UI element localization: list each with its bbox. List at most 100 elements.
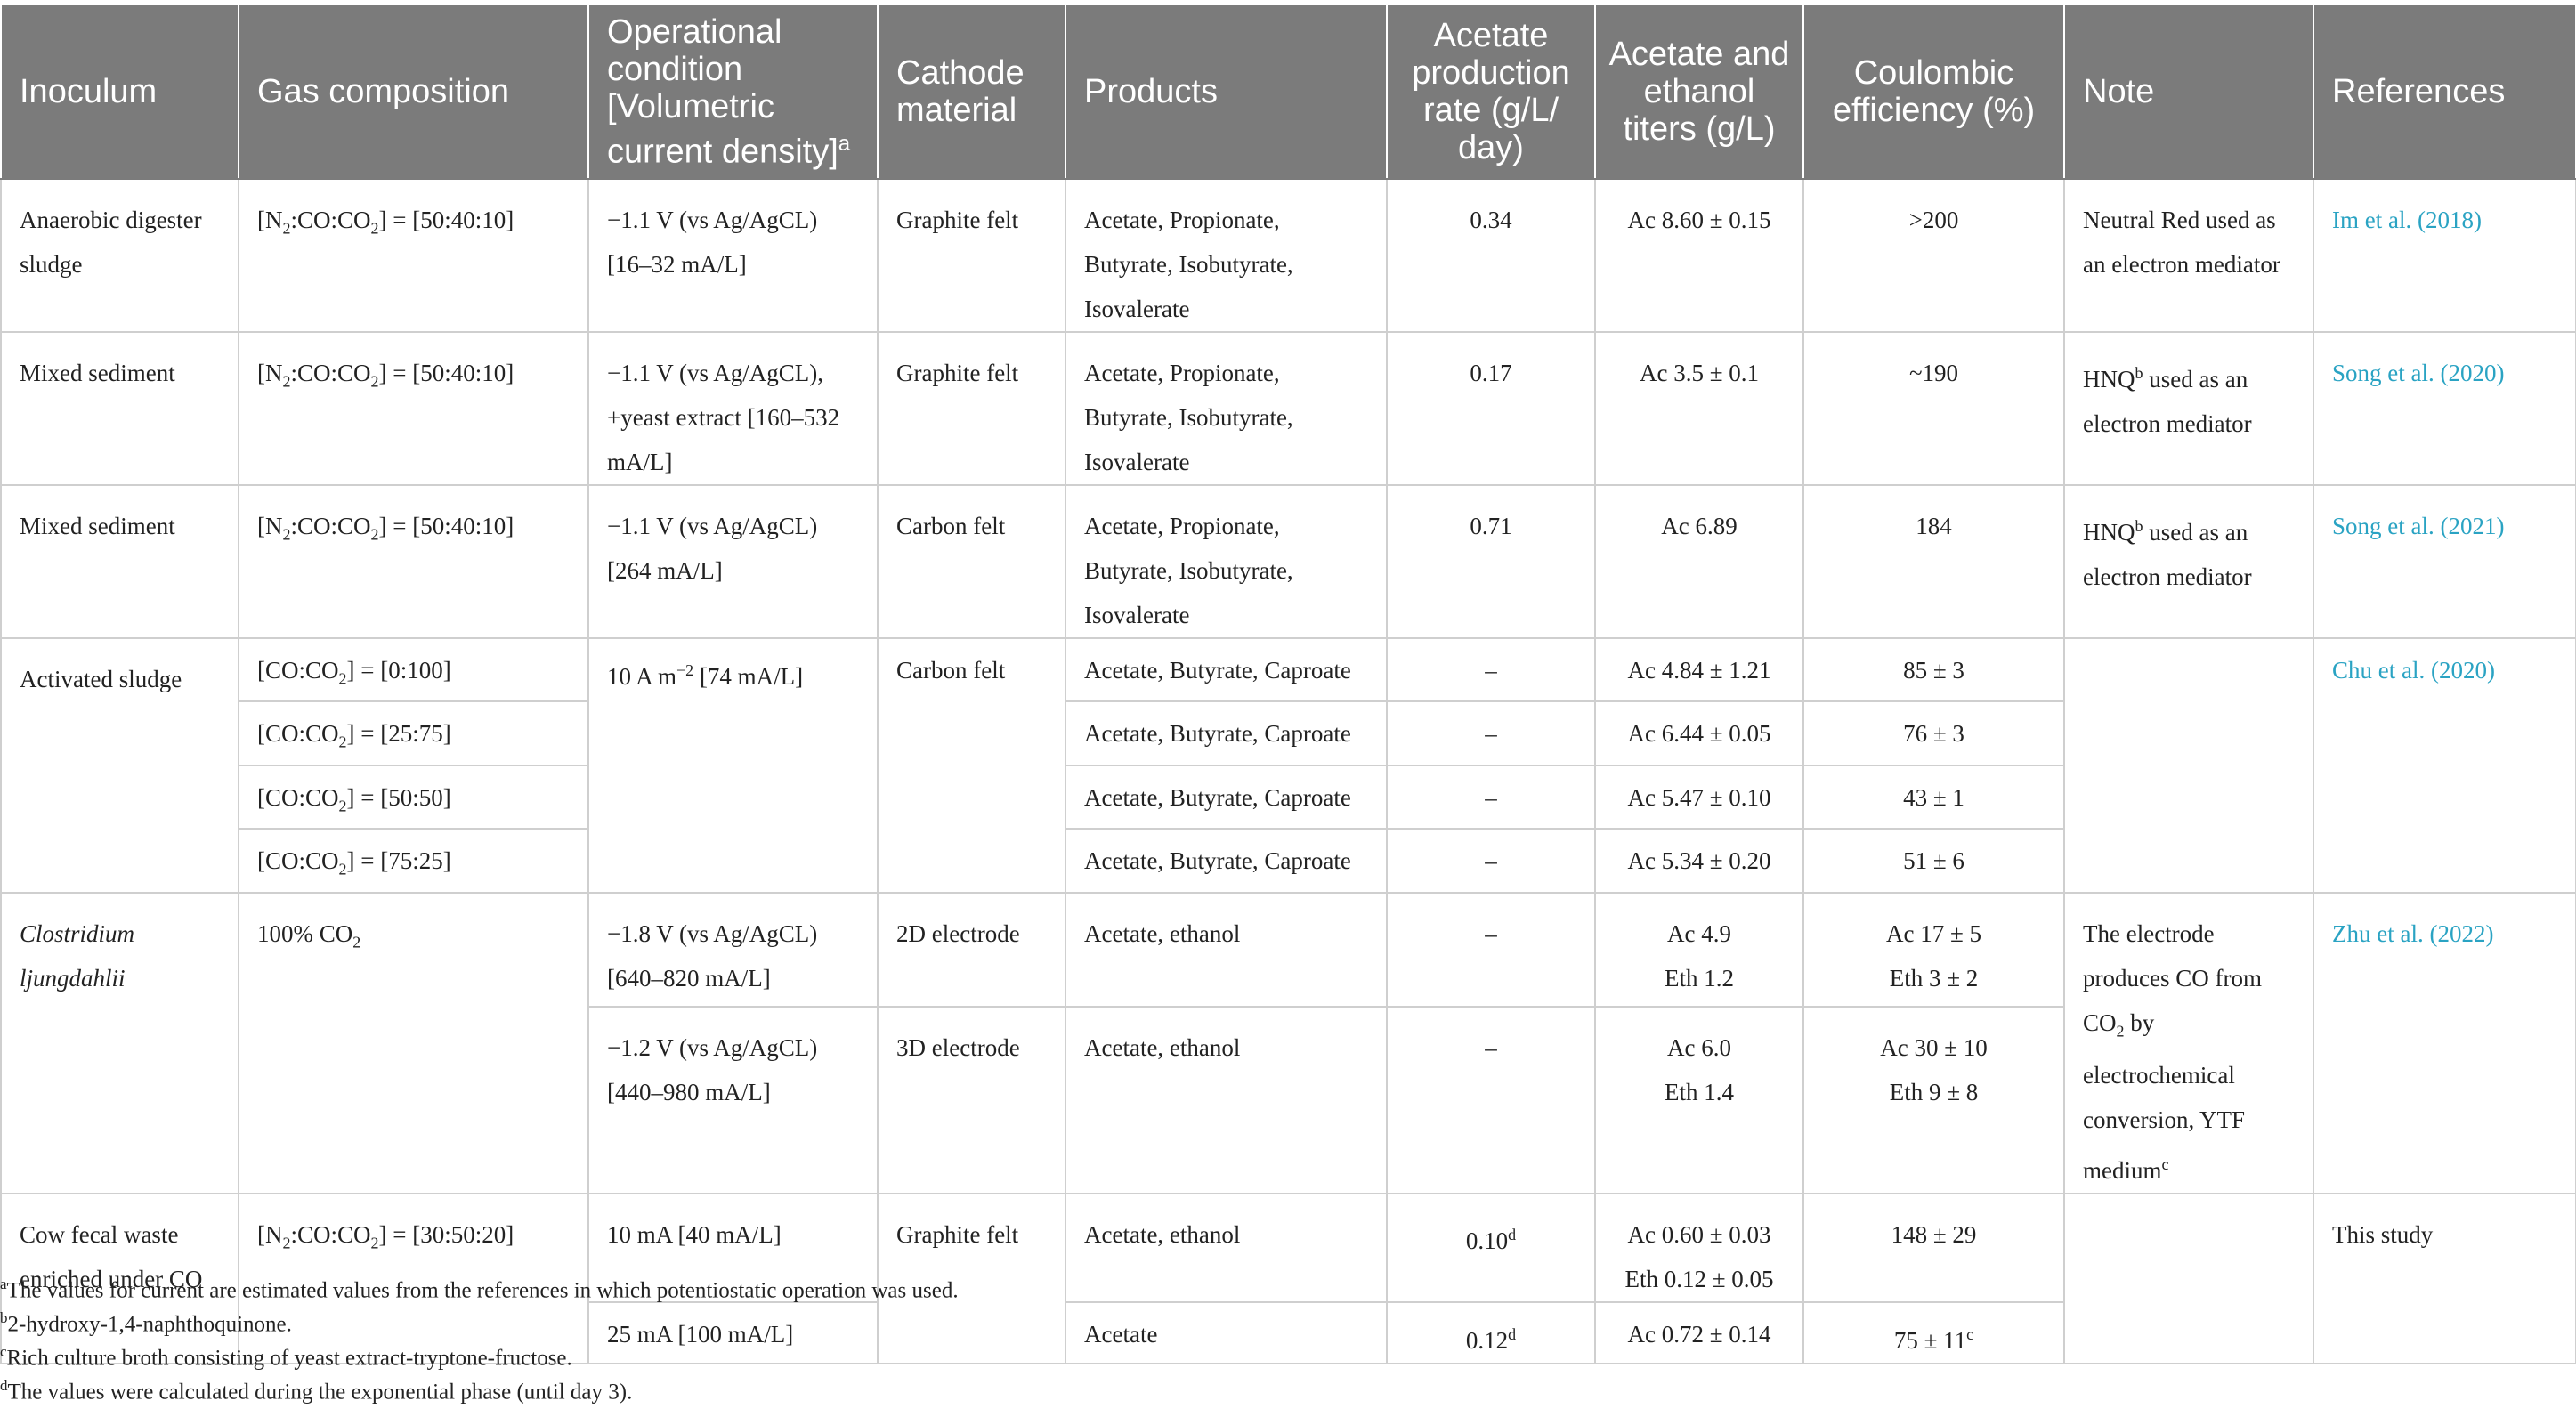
note-text: used as an electron mediator bbox=[2083, 366, 2252, 437]
footnote-mark: c bbox=[1966, 1324, 1974, 1343]
gas-sub: 2 bbox=[282, 1234, 291, 1252]
gas-text: ] = [30:50:20] bbox=[378, 1220, 514, 1248]
reference-link[interactable]: Chu et al. (2020) bbox=[2313, 637, 2576, 894]
exponent: −2 bbox=[676, 661, 694, 679]
footnote: cRich culture broth consisting of yeast … bbox=[0, 1335, 959, 1370]
titers-cell: Ac 4.84 ± 1.21 bbox=[1594, 636, 1804, 703]
footnote-mark: b bbox=[0, 1309, 8, 1326]
table-row: [CO:CO2] = [25:75] Acetate, Butyrate, Ca… bbox=[1, 700, 2576, 766]
titer-acetate: Ac 4.9 bbox=[1667, 919, 1731, 947]
header-references: References bbox=[2313, 4, 2576, 180]
products-cell: Acetate, Propionate, Butyrate, Isobutyra… bbox=[1065, 331, 1388, 486]
gas-sub: 2 bbox=[370, 372, 379, 391]
ce-cell: 85 ± 3 bbox=[1802, 636, 2065, 703]
ce-cell: >200 bbox=[1802, 178, 2065, 333]
cathode-cell: Graphite felt bbox=[877, 178, 1066, 333]
titers-cell: Ac 0.72 ± 0.14 bbox=[1594, 1300, 1804, 1364]
footnote-mark: a bbox=[838, 131, 851, 156]
header-operational-text: Operational condition [Volumetric curren… bbox=[607, 12, 838, 171]
gas-sub: 2 bbox=[282, 372, 291, 391]
gas-sub: 2 bbox=[282, 525, 291, 544]
rate-cell: 0.12d bbox=[1386, 1300, 1596, 1364]
header-inoculum: Inoculum bbox=[0, 4, 239, 180]
cathode-cell: Carbon felt bbox=[877, 484, 1066, 639]
inoculum-cell: Mixed sediment bbox=[0, 331, 239, 486]
header-titers: Acetate and ethanol titers (g/L) bbox=[1594, 4, 1804, 180]
footnote-text: The values were calculated during the ex… bbox=[7, 1380, 633, 1405]
ce-cell: Ac 17 ± 5 Eth 3 ± 2 bbox=[1802, 891, 2065, 1008]
products-cell: Acetate, ethanol bbox=[1065, 1192, 1388, 1303]
reference-cell: This study bbox=[2313, 1192, 2576, 1364]
note-text: HNQ bbox=[2083, 366, 2135, 393]
ce-cell: 43 ± 1 bbox=[1802, 764, 2065, 830]
gas-text: [CO:CO bbox=[257, 720, 339, 748]
operational-cell: 10 A m−2 [74 mA/L] bbox=[587, 637, 879, 894]
header-products: Products bbox=[1065, 4, 1388, 180]
note-cell: Neutral Red used as an electron mediator bbox=[2063, 178, 2314, 333]
gas-sub: 2 bbox=[352, 932, 361, 951]
reference-link[interactable]: Im et al. (2018) bbox=[2313, 178, 2576, 333]
rate-cell: 0.10d bbox=[1386, 1192, 1596, 1303]
gas-cell: [N2:CO:CO2] = [30:50:20] bbox=[238, 1192, 589, 1364]
rate-cell: – bbox=[1386, 700, 1596, 766]
cathode-cell: Graphite felt bbox=[877, 1192, 1066, 1364]
gas-sub: 2 bbox=[282, 219, 291, 238]
footnote-mark: a bbox=[0, 1275, 7, 1292]
inoculum-cell: Anaerobic digester sludge bbox=[0, 178, 239, 333]
footnote-mark: c bbox=[0, 1343, 7, 1360]
footnote: b2-hydroxy-1,4-naphthoquinone. bbox=[0, 1301, 959, 1336]
reference-link[interactable]: Song et al. (2021) bbox=[2313, 484, 2576, 639]
rate-cell: – bbox=[1386, 1005, 1596, 1194]
titer-acetate: Ac 6.0 bbox=[1667, 1033, 1731, 1061]
gas-text: :CO:CO bbox=[290, 1220, 371, 1248]
gas-sub: 2 bbox=[338, 860, 347, 879]
ce-cell: 76 ± 3 bbox=[1802, 700, 2065, 766]
gas-cell: [CO:CO2] = [75:25] bbox=[238, 828, 589, 894]
gas-cell: [N2:CO:CO2] = [50:40:10] bbox=[238, 484, 589, 639]
gas-text: 100% CO bbox=[257, 919, 353, 947]
rate-cell: – bbox=[1386, 764, 1596, 830]
rate-value: 0.12 bbox=[1465, 1326, 1509, 1354]
inoculum-cell: Mixed sediment bbox=[0, 484, 239, 639]
inoculum-cell: Activated sludge bbox=[0, 637, 239, 894]
inoculum-cell: Cow fecal waste enriched under CO bbox=[0, 1192, 239, 1364]
table-row: 25 mA [100 mA/L] Acetate 0.12d Ac 0.72 ±… bbox=[1, 1300, 2576, 1364]
titers-cell: Ac 6.0 Eth 1.4 bbox=[1594, 1005, 1804, 1194]
header-cathode-material: Cathode material bbox=[877, 4, 1066, 180]
gas-text: [N bbox=[257, 360, 283, 386]
cathode-cell: Carbon felt bbox=[877, 637, 1066, 894]
header-gas-composition: Gas composition bbox=[238, 4, 589, 180]
titers-cell: Ac 5.34 ± 0.20 bbox=[1594, 828, 1804, 894]
gas-text: ] = [50:40:10] bbox=[378, 360, 514, 386]
ce-cell: 184 bbox=[1802, 484, 2065, 639]
titers-cell: Ac 4.9 Eth 1.2 bbox=[1594, 891, 1804, 1008]
table-row: [CO:CO2] = [75:25] Acetate, Butyrate, Ca… bbox=[1, 828, 2576, 894]
products-cell: Acetate, ethanol bbox=[1065, 1005, 1388, 1194]
titers-cell: Ac 6.44 ± 0.05 bbox=[1594, 700, 1804, 766]
products-cell: Acetate, Butyrate, Caproate bbox=[1065, 764, 1388, 830]
operational-cell: −1.1 V (vs Ag/AgCL) [16–32 mA/L] bbox=[587, 178, 879, 333]
note-cell bbox=[2063, 637, 2314, 894]
gas-sub: 2 bbox=[370, 1234, 379, 1252]
footnote-text: The values for current are estimated val… bbox=[6, 1278, 959, 1303]
reference-link[interactable]: Zhu et al. (2022) bbox=[2313, 891, 2576, 1194]
products-cell: Acetate, Propionate, Butyrate, Isobutyra… bbox=[1065, 178, 1388, 333]
gas-cell: [N2:CO:CO2] = [50:40:10] bbox=[238, 178, 589, 333]
gas-text: [N bbox=[257, 1220, 283, 1248]
ce-cell: ~190 bbox=[1802, 331, 2065, 486]
gas-text: ] = [25:75] bbox=[346, 720, 451, 748]
gas-text: :CO:CO bbox=[290, 206, 371, 233]
operational-cell: −1.8 V (vs Ag/AgCL) [640–820 mA/L] bbox=[587, 891, 879, 1008]
titers-cell: Ac 0.60 ± 0.03 Eth 0.12 ± 0.05 bbox=[1594, 1192, 1804, 1303]
operational-text: 10 A m bbox=[607, 663, 677, 690]
note-cell: HNQb used as an electron mediator bbox=[2063, 331, 2314, 486]
table-row: Anaerobic digester sludge [N2:CO:CO2] = … bbox=[0, 178, 2576, 333]
gas-cell: [CO:CO2] = [0:100] bbox=[238, 636, 589, 703]
footnote-mark: c bbox=[2161, 1154, 2169, 1173]
note-cell: The electrode produces CO from CO2 by el… bbox=[2063, 891, 2314, 1194]
operational-cell: 10 mA [40 mA/L] bbox=[587, 1192, 879, 1303]
header-production-rate: Acetate production rate (g/L/ day) bbox=[1386, 4, 1596, 180]
titer-ethanol: Eth 1.4 bbox=[1665, 1078, 1734, 1105]
gas-cell: [CO:CO2] = [25:75] bbox=[238, 700, 589, 766]
reference-link[interactable]: Song et al. (2020) bbox=[2313, 331, 2576, 486]
